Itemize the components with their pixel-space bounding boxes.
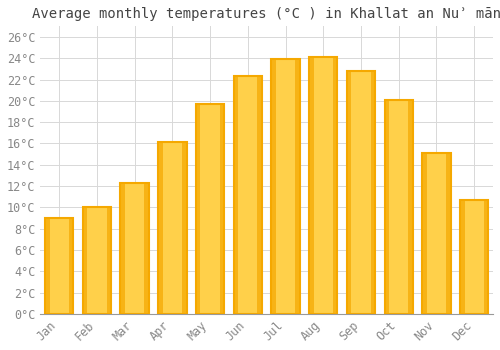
Bar (422, 153, 427, 314)
Bar (333, 57, 338, 314)
Bar (460, 200, 464, 314)
Bar (446, 153, 450, 314)
Bar (384, 100, 413, 314)
Bar (158, 142, 162, 314)
Bar (45, 218, 74, 314)
Bar (309, 57, 314, 314)
Bar (69, 218, 73, 314)
Bar (384, 100, 389, 314)
Bar (484, 200, 488, 314)
Bar (196, 104, 224, 314)
Bar (422, 153, 450, 314)
Bar (309, 57, 338, 314)
Bar (220, 104, 224, 314)
Bar (196, 104, 200, 314)
Bar (347, 71, 352, 314)
Bar (370, 71, 375, 314)
Bar (83, 207, 87, 314)
Bar (45, 218, 50, 314)
Bar (106, 207, 111, 314)
Bar (182, 142, 186, 314)
Bar (83, 207, 111, 314)
Bar (460, 200, 488, 314)
Title: Average monthly temperatures (°C ) in Khallat an Nuʾ mān: Average monthly temperatures (°C ) in Kh… (32, 7, 500, 21)
Bar (234, 76, 262, 314)
Bar (234, 76, 238, 314)
Bar (347, 71, 375, 314)
Bar (120, 183, 149, 314)
Bar (144, 183, 149, 314)
Bar (158, 142, 186, 314)
Bar (272, 59, 276, 314)
Bar (408, 100, 413, 314)
Bar (295, 59, 300, 314)
Bar (272, 59, 299, 314)
Bar (258, 76, 262, 314)
Bar (120, 183, 125, 314)
